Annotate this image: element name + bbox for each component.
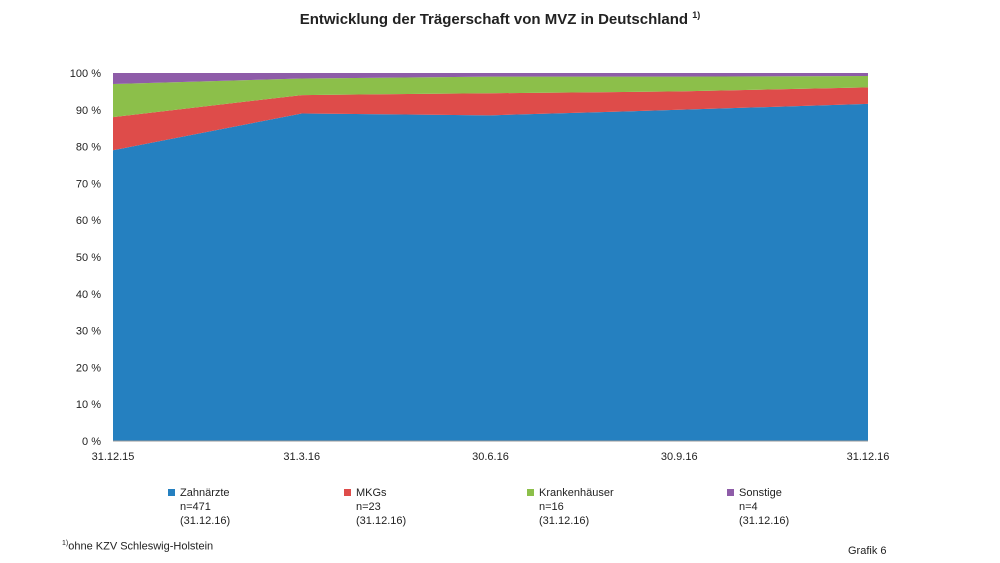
x-tick-label: 31.12.15 xyxy=(92,451,135,463)
title-footnote: 1) xyxy=(692,10,701,20)
footnote-text: ohne KZV Schleswig-Holstein xyxy=(68,540,214,553)
legend-row: MKGs xyxy=(344,486,406,500)
legend-count: n=16 xyxy=(539,501,564,513)
footnote: 1)ohne KZV Schleswig-Holstein xyxy=(62,540,213,553)
x-tick-label: 31.3.16 xyxy=(283,451,320,463)
y-tick-label: 50 % xyxy=(76,252,101,264)
y-tick-label: 100 % xyxy=(70,68,101,80)
legend-row: Zahnärzte xyxy=(168,486,230,500)
y-tick-label: 70 % xyxy=(76,178,101,190)
legend-item: Krankenhäuser n=16 (31.12.16) xyxy=(527,486,614,528)
y-tick-label: 40 % xyxy=(76,289,101,301)
legend-row: Krankenhäuser xyxy=(527,486,614,500)
area-mkgs xyxy=(113,87,868,151)
chart-title: Entwicklung der Trägerschaft von MVZ in … xyxy=(0,10,1000,28)
legend-swatch xyxy=(168,489,175,496)
legend-date: (31.12.16) xyxy=(539,515,590,527)
figure-number: Grafik 6 xyxy=(848,545,887,557)
legend-swatch xyxy=(344,489,351,496)
title-text: Entwicklung der Trägerschaft von MVZ in … xyxy=(299,11,689,28)
legend-label: MKGs xyxy=(356,487,387,499)
y-tick-label: 0 % xyxy=(82,436,101,448)
legend-item: MKGs n=23 (31.12.16) xyxy=(344,486,406,528)
legend-label: Krankenhäuser xyxy=(539,487,614,499)
area-zahnärzte xyxy=(113,103,868,442)
x-tick-label: 30.9.16 xyxy=(661,451,698,463)
y-tick-label: 60 % xyxy=(76,215,101,227)
y-tick-label: 80 % xyxy=(76,142,101,154)
area-sonstige xyxy=(113,73,868,85)
legend-label: Zahnärzte xyxy=(180,487,230,499)
legend-count: n=4 xyxy=(739,501,758,513)
legend-swatch xyxy=(727,489,734,496)
y-tick-label: 10 % xyxy=(76,399,101,411)
legend-date: (31.12.16) xyxy=(356,515,407,527)
footnote-mark: 1) xyxy=(62,540,69,547)
area-krankenhäuser xyxy=(113,75,868,118)
legend-count: n=23 xyxy=(356,501,381,513)
x-tick-label: 31.12.16 xyxy=(847,451,890,463)
legend-label: Sonstige xyxy=(739,487,782,499)
y-tick-label: 30 % xyxy=(76,326,101,338)
legend-date: (31.12.16) xyxy=(739,515,790,527)
legend-row: Sonstige xyxy=(727,486,789,500)
y-tick-label: 90 % xyxy=(76,105,101,117)
legend-swatch xyxy=(527,489,534,496)
legend-date: (31.12.16) xyxy=(180,515,231,527)
legend-count: n=471 xyxy=(180,501,211,513)
y-tick-label: 20 % xyxy=(76,362,101,374)
x-tick-label: 30.6.16 xyxy=(472,451,509,463)
legend-item: Zahnärzte n=471 (31.12.16) xyxy=(168,486,230,528)
legend-item: Sonstige n=4 (31.12.16) xyxy=(727,486,789,528)
